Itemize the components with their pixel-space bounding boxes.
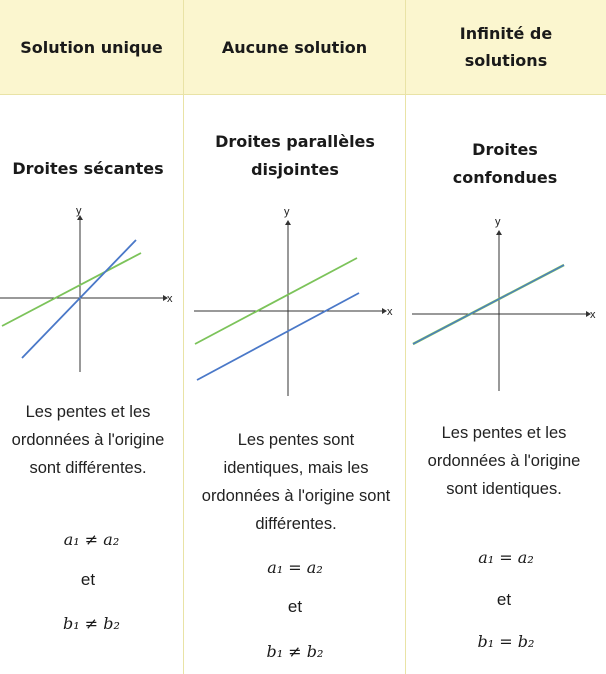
slope-relation-secant: a₁ ≠ a₂ bbox=[63, 530, 120, 549]
x-axis-label: x bbox=[590, 309, 596, 321]
intercept-relation-parallel: b₁ ≠ b₂ bbox=[266, 642, 324, 661]
graph-coincident-lines: x y bbox=[412, 216, 596, 391]
x-axis-arrow bbox=[586, 311, 591, 317]
description-coincident: Les pentes et les ordonnées à l'origine … bbox=[427, 424, 581, 498]
slope-relation-parallel: a₁ = a₂ bbox=[267, 558, 323, 577]
column-divider bbox=[405, 0, 406, 674]
connector-et: et bbox=[287, 597, 303, 616]
graph-parallel-lines: x y bbox=[194, 206, 393, 396]
header-cell-1: Solution unique bbox=[0, 0, 183, 94]
header-cell-3: Infinité de solutions bbox=[406, 0, 606, 94]
blue-line bbox=[196, 292, 360, 381]
title-droites-confondues: Droites confondues bbox=[452, 140, 558, 187]
connector-et: et bbox=[496, 590, 512, 609]
description-parallel: Les pentes sont identiques, mais les ord… bbox=[201, 431, 391, 533]
y-axis-arrow bbox=[496, 230, 502, 235]
y-axis-label: y bbox=[495, 216, 501, 228]
slope-relation-coincident: a₁ = a₂ bbox=[478, 548, 534, 567]
header-aucune-solution: Aucune solution bbox=[221, 37, 368, 57]
header-infinite-solutions: Infinité de solutions bbox=[459, 24, 553, 70]
y-axis-arrow bbox=[77, 215, 83, 220]
y-axis-label: y bbox=[284, 206, 290, 218]
title-droites-paralleles: Droites parallèles disjointes bbox=[215, 132, 375, 179]
header-divider bbox=[0, 94, 606, 95]
blue-line bbox=[412, 264, 565, 345]
description-secant: Les pentes et les ordonnées à l'origine … bbox=[11, 403, 165, 477]
column-divider bbox=[183, 0, 184, 674]
x-axis-label: x bbox=[387, 306, 393, 318]
graph-secant-lines: x y bbox=[0, 205, 173, 372]
title-droites-secantes: Droites sécantes bbox=[12, 159, 164, 178]
header-cell-2: Aucune solution bbox=[184, 0, 405, 94]
intercept-relation-coincident: b₁ = b₂ bbox=[477, 632, 535, 651]
x-axis-arrow bbox=[163, 295, 168, 301]
green-line bbox=[194, 257, 358, 345]
green-line bbox=[1, 252, 142, 327]
header-solution-unique: Solution unique bbox=[20, 37, 163, 57]
blue-line bbox=[21, 239, 137, 359]
connector-et: et bbox=[80, 570, 96, 589]
y-axis-arrow bbox=[285, 220, 291, 225]
x-axis-arrow bbox=[382, 308, 387, 314]
x-axis-label: x bbox=[167, 293, 173, 305]
intercept-relation-secant: b₁ ≠ b₂ bbox=[63, 614, 120, 633]
y-axis-label: y bbox=[76, 205, 82, 217]
